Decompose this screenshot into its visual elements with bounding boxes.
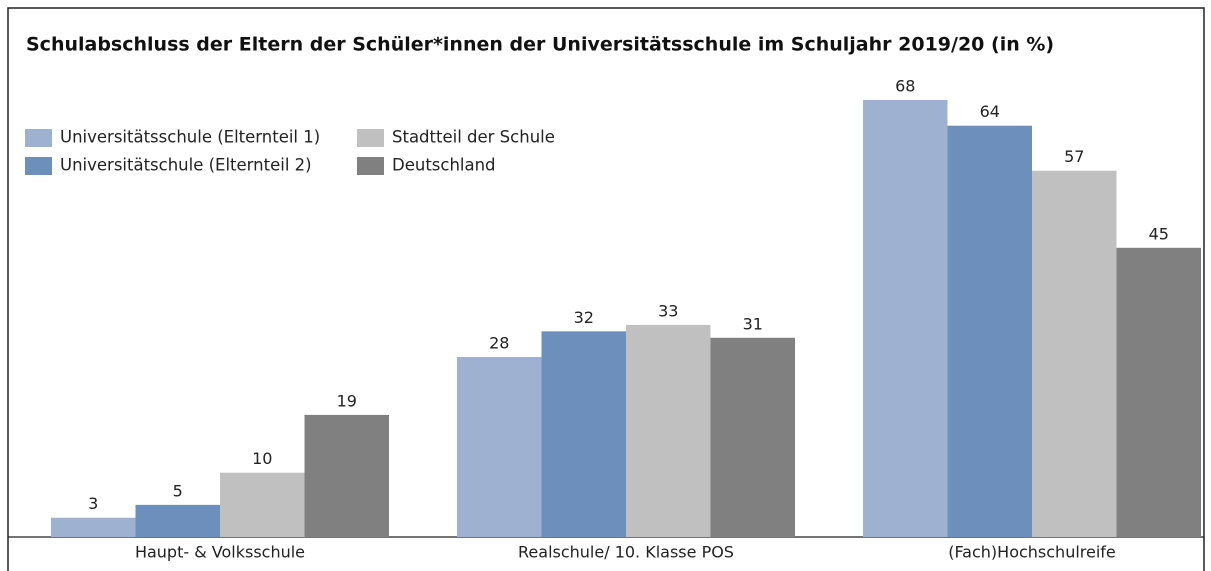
legend-label: Stadtteil der Schule <box>392 128 555 147</box>
bar <box>710 337 795 537</box>
data-label: 68 <box>895 77 915 96</box>
legend-swatch <box>357 157 384 175</box>
x-tick-label: Realschule/ 10. Klasse POS <box>518 543 734 562</box>
data-label: 5 <box>173 481 183 500</box>
data-label: 19 <box>337 391 357 410</box>
data-label: 10 <box>252 449 272 468</box>
bar <box>135 504 220 537</box>
bar <box>51 517 136 537</box>
bar <box>541 331 626 537</box>
legend-label: Universitätsschule (Elternteil 1) <box>60 128 320 147</box>
bar <box>947 125 1032 538</box>
legend-swatch <box>25 157 52 175</box>
bar <box>1032 170 1117 538</box>
bar <box>220 472 305 537</box>
data-label: 33 <box>658 301 678 320</box>
chart-title: Schulabschluss der Eltern der Schüler*in… <box>26 34 1054 56</box>
data-label: 32 <box>574 308 594 327</box>
data-label: 57 <box>1064 147 1084 166</box>
data-label: 3 <box>88 494 98 513</box>
legend-swatch <box>357 129 384 147</box>
legend-swatch <box>25 129 52 147</box>
bar <box>1116 247 1201 537</box>
bar <box>304 414 389 537</box>
legend-label: Deutschland <box>392 156 496 175</box>
bar <box>457 357 542 537</box>
legend-label: Universitätschule (Elternteil 2) <box>60 156 312 175</box>
x-tick-label: (Fach)Hochschulreife <box>948 543 1116 562</box>
data-label: 45 <box>1149 224 1169 243</box>
bar <box>626 324 711 537</box>
data-label: 64 <box>980 102 1000 121</box>
data-label: 31 <box>743 314 763 333</box>
frame <box>7 7 1205 571</box>
data-label: 28 <box>489 334 509 353</box>
x-tick-label: Haupt- & Volksschule <box>135 543 305 562</box>
bar <box>863 100 948 537</box>
